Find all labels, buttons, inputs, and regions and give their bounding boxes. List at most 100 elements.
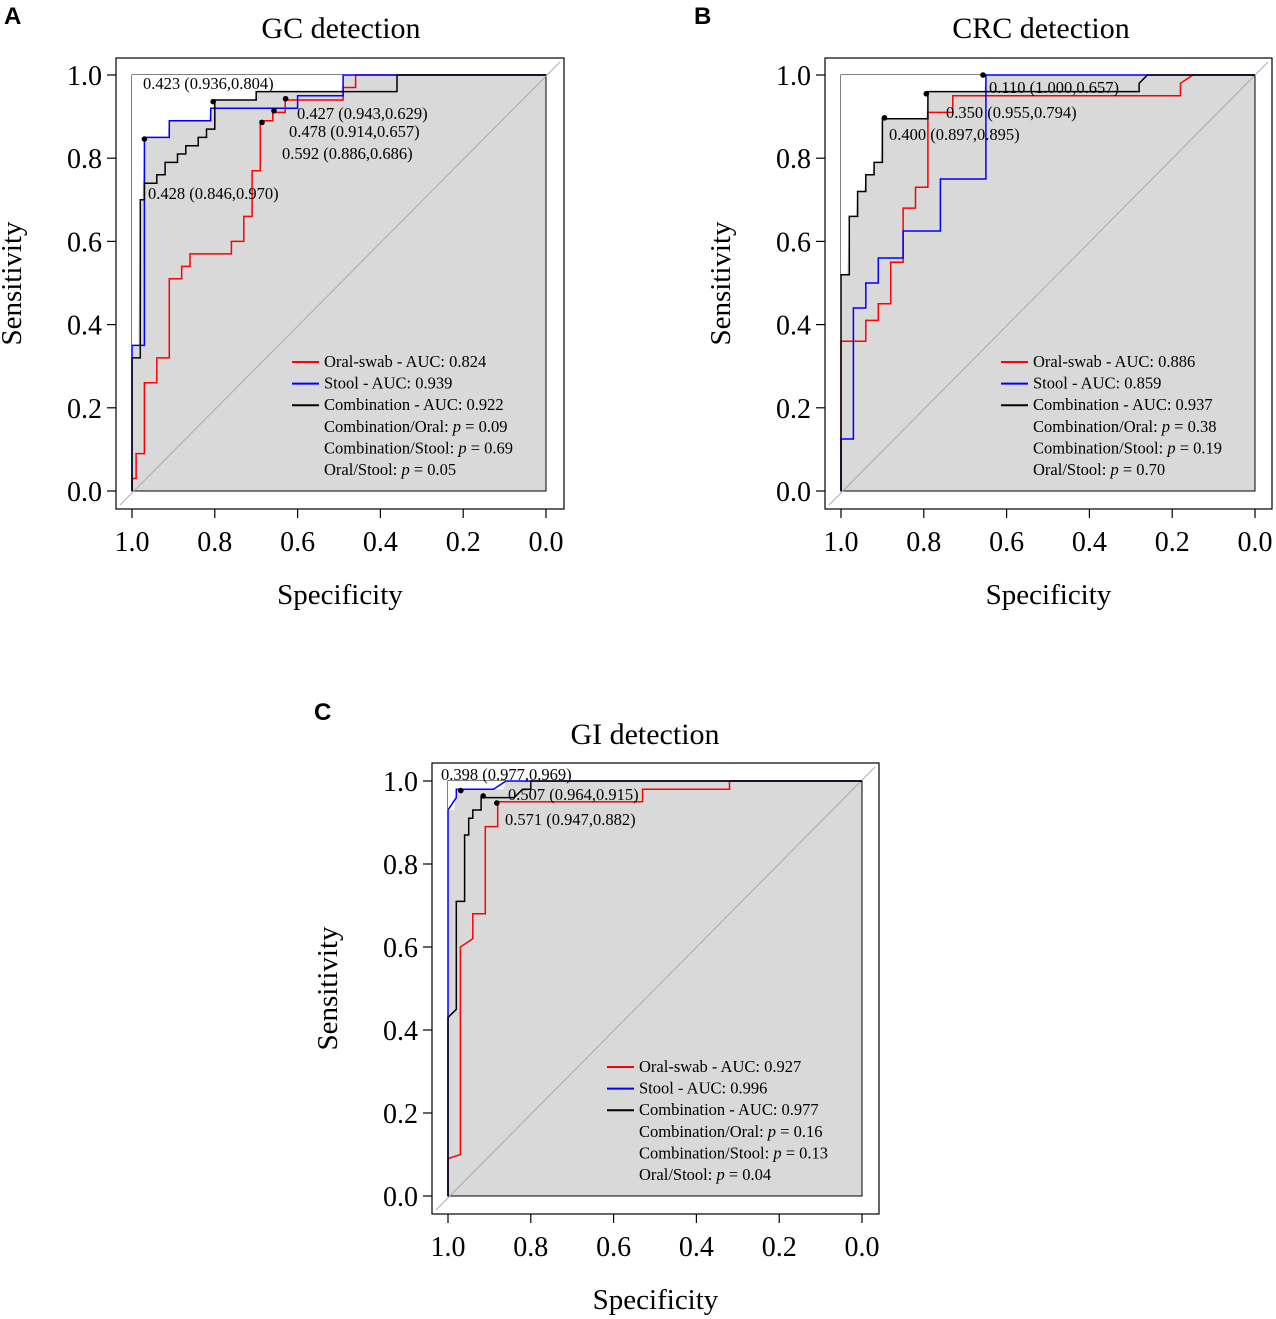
y-tick-label: 0.4 <box>383 1016 418 1047</box>
legend-entry: Combination/Oral: p = 0.38 <box>1033 417 1216 436</box>
series-combination-line <box>131 74 546 491</box>
threshold-label: 0.592 (0.886,0.686) <box>282 144 413 163</box>
threshold-label: 0.398 (0.977,0.969) <box>441 765 572 784</box>
y-tick-label: 0.2 <box>776 394 811 425</box>
x-tick-label: 0.2 <box>762 1232 797 1263</box>
y-tick-label: 0.6 <box>67 227 102 258</box>
x-tick-label: 0.2 <box>446 527 481 558</box>
y-tick-label: 0.2 <box>383 1099 418 1130</box>
area-above-curves <box>448 781 862 811</box>
series-stool-line <box>447 780 862 1196</box>
legend-entry: Oral/Stool: p = 0.05 <box>324 460 456 479</box>
y-tick-label: 1.0 <box>67 61 102 92</box>
y-tick-label: 0.4 <box>67 311 102 342</box>
x-tick-label: 0.4 <box>363 527 398 558</box>
chart-title: GC detection <box>261 12 420 45</box>
x-tick-label: 0.8 <box>513 1232 548 1263</box>
legend-p-symbol: p <box>772 1143 781 1162</box>
legend-p-value: = 0.19 <box>1176 438 1222 457</box>
legend-p-symbol: p <box>767 1122 776 1141</box>
legend-entry: Oral-swab - AUC: 0.824 <box>324 352 486 371</box>
legend-entry: Combination - AUC: 0.922 <box>324 395 504 414</box>
y-tick-label: 0.0 <box>776 477 811 508</box>
legend-entry: Oral-swab - AUC: 0.886 <box>1033 352 1195 371</box>
legend-entry: Oral/Stool: p = 0.70 <box>1033 460 1165 479</box>
area-above-curves <box>841 75 1255 275</box>
legend-p-symbol: p <box>1166 438 1175 457</box>
series-combination-line <box>447 780 862 1196</box>
x-tick-label: 0.0 <box>845 1232 880 1263</box>
x-tick-label: 0.8 <box>906 527 941 558</box>
legend-text: Combination/Stool: <box>324 438 458 457</box>
y-tick-label: 0.4 <box>776 311 811 342</box>
threshold-point <box>881 115 888 121</box>
x-tick-label: 1.0 <box>115 527 150 558</box>
threshold-point <box>141 136 148 142</box>
y-tick-label: 1.0 <box>776 61 811 92</box>
plot-area <box>131 74 547 492</box>
legend-p-symbol: p <box>1109 460 1118 479</box>
threshold-label: 0.571 (0.947,0.882) <box>505 810 636 829</box>
series-oral-swab-line <box>447 780 862 1196</box>
x-tick-label: 0.4 <box>1072 527 1107 558</box>
x-axis-title: Specificity <box>593 1284 719 1316</box>
legend-entry: Stool - AUC: 0.859 <box>1033 374 1161 393</box>
legend-text: Oral/Stool: <box>324 460 401 479</box>
legend-entry: Combination/Oral: p = 0.16 <box>639 1122 822 1141</box>
threshold-point <box>980 72 986 78</box>
x-axis-title: Specificity <box>986 579 1112 611</box>
panel-b: B CRC detection 1.0 0.8 0.6 0.4 0.2 0.0 0.0 0.2 0.… <box>694 3 1273 611</box>
threshold-label: 0.350 (0.955,0.794) <box>946 103 1077 122</box>
legend-entry: Oral/Stool: p = 0.04 <box>639 1165 771 1184</box>
chance-diagonal <box>828 61 1269 506</box>
threshold-label: 0.423 (0.936,0.804) <box>143 74 274 93</box>
legend-p-value: = 0.04 <box>725 1165 771 1184</box>
series-stool-line <box>840 74 1255 491</box>
x-tick-label: 1.0 <box>824 527 859 558</box>
legend-text: Combination/Oral: <box>324 417 453 436</box>
threshold-label: 0.110 (1.000,0.657) <box>989 78 1119 97</box>
panel-letter: B <box>694 3 711 30</box>
legend-p-value: = 0.69 <box>467 438 513 457</box>
x-tick-label: 0.0 <box>529 527 564 558</box>
threshold-label: 0.400 (0.897,0.895) <box>889 125 1020 144</box>
series-oral-swab-line <box>840 74 1255 491</box>
legend-p-value: = 0.13 <box>782 1143 828 1162</box>
threshold-point <box>210 98 216 105</box>
threshold-point <box>480 793 486 799</box>
y-tick-label: 0.2 <box>67 394 102 425</box>
legend-entry: Oral-swab - AUC: 0.927 <box>639 1057 801 1076</box>
legend-text: Combination/Stool: <box>1033 438 1167 457</box>
chart-title: CRC detection <box>952 12 1129 45</box>
y-tick-label: 0.0 <box>67 477 102 508</box>
y-tick-label: 0.8 <box>776 144 811 175</box>
threshold-point <box>282 95 289 102</box>
legend-p-symbol: p <box>400 460 409 479</box>
y-axis-title: Sensitivity <box>705 221 737 346</box>
legend-p-symbol: p <box>715 1165 724 1184</box>
x-axis-title: Specificity <box>277 579 403 611</box>
y-tick-label: 0.8 <box>67 144 102 175</box>
series-combination-line <box>840 74 1255 491</box>
legend-entry: Combination - AUC: 0.937 <box>1033 395 1213 414</box>
threshold-label: 0.507 (0.964,0.915) <box>508 785 639 804</box>
threshold-point <box>271 107 277 114</box>
chart-title: GI detection <box>570 718 719 751</box>
x-tick-label: 1.0 <box>431 1232 466 1263</box>
y-tick-label: 0.6 <box>383 933 418 964</box>
threshold-label: 0.427 (0.943,0.629) <box>297 104 428 123</box>
x-tick-label: 0.6 <box>596 1232 631 1263</box>
legend-p-symbol: p <box>1161 417 1170 436</box>
legend-p-value: = 0.16 <box>776 1122 822 1141</box>
y-axis-title: Sensitivity <box>312 926 344 1051</box>
legend-entry: Stool - AUC: 0.939 <box>324 374 452 393</box>
legend-entry: Combination - AUC: 0.977 <box>639 1100 819 1119</box>
threshold-point <box>259 119 265 126</box>
legend-p-symbol: p <box>452 417 461 436</box>
area-above-curves <box>132 75 546 346</box>
chance-diagonal <box>435 766 876 1211</box>
x-tick-label: 0.0 <box>1238 527 1273 558</box>
legend-entry: Combination/Stool: p = 0.19 <box>1033 438 1222 457</box>
panel-letter: A <box>4 3 21 30</box>
